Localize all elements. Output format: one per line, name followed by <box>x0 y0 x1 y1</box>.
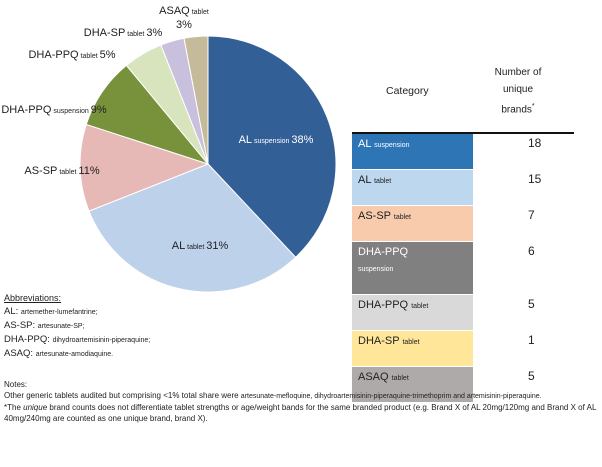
table-row: DHA-PPQ suspension 6 <box>352 242 574 294</box>
header-category: Category <box>386 85 429 97</box>
category-cell: DHA-PPQ tablet <box>352 295 473 330</box>
abbr-item: AS-SP: artesunate-SP; <box>4 320 85 331</box>
brand-count: 1 <box>528 333 535 347</box>
header-rule <box>352 132 574 134</box>
pie-label: AL tablet 31% <box>172 240 229 252</box>
notes-block: Notes: Other generic tablets audited but… <box>4 379 600 424</box>
abbreviations-heading: Abbreviations: <box>4 293 62 303</box>
note-unique-brands: *The unique brand counts does not differ… <box>4 403 597 423</box>
table-row: DHA-PPQ tablet 5 <box>352 295 574 330</box>
table-row: AS-SP tablet 7 <box>352 206 574 241</box>
pie-slice-asaq-tablet <box>183 35 209 165</box>
brand-count: 15 <box>528 172 542 186</box>
pie-label: AS-SP tablet 11% <box>24 165 99 177</box>
table-row: DHA-SP tablet 1 <box>352 331 574 366</box>
table-row: AL suspension 18 <box>352 134 574 169</box>
header-number-of-unique-brands: Number of unique brands* <box>494 67 542 116</box>
category-cell: AL tablet <box>352 170 473 205</box>
pie-chart: AL suspension 38% AL tablet 31% AS-SP tabl… <box>1 5 337 293</box>
pie-slice-al-suspension <box>207 35 337 259</box>
pie-slice-al-tablet <box>88 163 297 293</box>
category-cell: AS-SP tablet <box>352 206 473 241</box>
category-cell: AL suspension <box>352 134 473 169</box>
table-header: Category Number of unique brands* <box>352 58 574 134</box>
brand-count-table: Category Number of unique brands* AL sus… <box>352 58 574 403</box>
notes-heading: Notes: <box>4 380 28 389</box>
abbr-item: DHA-PPQ: dihydroartemisinin-piperaquine; <box>4 334 151 345</box>
table-rows: AL suspension 18 AL tablet 15 AS-SP tablet 7 D… <box>352 134 574 402</box>
pie-label: DHA-SP tablet 3% <box>84 27 163 39</box>
pie-slice-as-sp-tablet <box>79 123 210 212</box>
category-cell: ASAQ tablet <box>352 367 473 402</box>
pie-label: ASAQ tablet <box>159 5 209 17</box>
pie-label: DHA-PPQ suspension 9% <box>1 104 107 116</box>
abbr-item: AL: artemether-lumefantrine; <box>4 306 98 317</box>
abbr-item: ASAQ: artesunate-amodiaquine. <box>4 348 114 359</box>
pie-label-value: 3% <box>176 19 192 31</box>
table-row: ASAQ tablet 5 <box>352 367 574 402</box>
brand-count: 5 <box>528 369 535 383</box>
note-other-generics: Other generic tablets audited but compri… <box>4 391 542 400</box>
brand-count: 7 <box>528 208 535 222</box>
category-cell: DHA-PPQ suspension <box>352 242 473 294</box>
brand-count: 18 <box>528 136 542 150</box>
brand-count: 5 <box>528 297 535 311</box>
brand-count: 6 <box>528 244 535 258</box>
pie-label: DHA-PPQ tablet 5% <box>28 49 115 61</box>
abbreviations-block: Abbreviations: AL: artemether-lumefantri… <box>4 292 150 361</box>
table-row: AL tablet 15 <box>352 170 574 205</box>
pie-label: AL suspension 38% <box>239 134 314 146</box>
category-cell: DHA-SP tablet <box>352 331 473 366</box>
